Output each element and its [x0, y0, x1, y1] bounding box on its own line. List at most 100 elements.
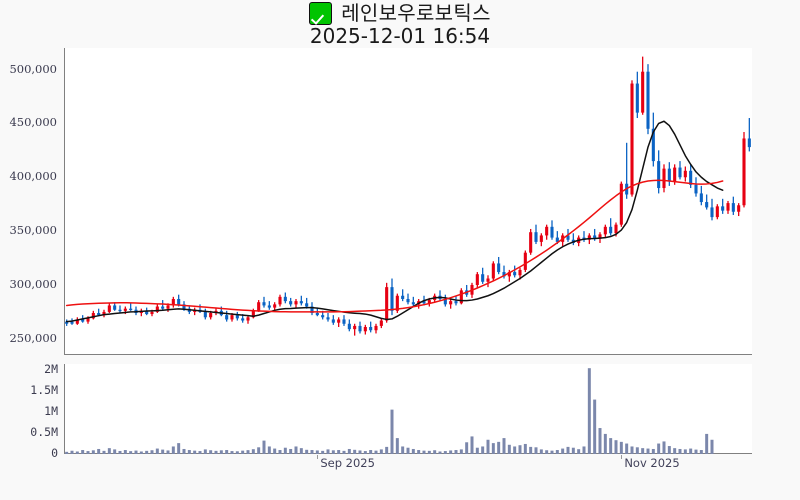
candlestick [91, 310, 95, 320]
volume-bar [155, 448, 159, 454]
candlestick [171, 296, 175, 308]
volume-bar [609, 438, 613, 454]
volume-bar [331, 450, 335, 454]
candlestick [737, 203, 741, 217]
candlestick [401, 289, 405, 302]
volume-bar [187, 450, 191, 454]
volume-bar [150, 450, 154, 454]
candlestick [161, 300, 165, 310]
volume-bar [273, 448, 277, 454]
volume-bar [347, 448, 351, 454]
candlestick [689, 164, 693, 189]
volume-bar [635, 447, 639, 454]
volume-bar [358, 450, 362, 454]
ma-line-ma-short [65, 120, 724, 323]
volume-bar [379, 449, 383, 454]
candlestick [353, 323, 357, 336]
candlestick [369, 321, 373, 333]
volume-bar [529, 446, 533, 454]
candlestick [331, 315, 335, 325]
volume-bar [209, 450, 213, 454]
volume-bar [129, 451, 133, 454]
volume-bar [251, 449, 255, 454]
volume-bar [699, 450, 703, 454]
candlestick [438, 290, 442, 302]
candlestick [657, 150, 661, 194]
volume-bar [598, 428, 602, 454]
candlestick [550, 220, 554, 240]
x-tick-mark [621, 455, 623, 459]
volume-bar [667, 446, 671, 454]
candlestick [118, 305, 122, 313]
volume-bar [241, 450, 245, 454]
volume-bar [219, 450, 223, 454]
volume-y-tick: 0.5M [30, 425, 58, 440]
volume-bar [459, 449, 463, 454]
volume-bar [363, 451, 367, 454]
volume-bar [550, 450, 554, 454]
volume-bar [102, 450, 106, 454]
candlestick [139, 308, 143, 317]
price-y-tick: 450,000 [9, 115, 57, 130]
x-axis-tick: Nov 2025 [624, 456, 680, 470]
candlestick [75, 317, 79, 325]
candlestick [497, 256, 501, 275]
price-y-tick: 250,000 [9, 330, 57, 345]
volume-bar [411, 448, 415, 454]
candlestick [294, 298, 298, 308]
candlestick [283, 292, 287, 304]
volume-y-tick: 1.5M [30, 383, 58, 398]
candlestick [289, 297, 293, 307]
volume-y-axis-line [64, 364, 66, 454]
volume-bar [491, 443, 495, 454]
volume-bar [315, 450, 319, 454]
volume-y-tick: 2M [44, 362, 58, 377]
candlestick [267, 301, 271, 310]
volume-bar [385, 446, 389, 454]
volume-bar [555, 450, 559, 454]
volume-bar [603, 433, 607, 454]
candlestick [449, 298, 453, 309]
volume-bar [161, 449, 165, 454]
volume-bar [299, 448, 303, 454]
volume-y-tick: 0 [51, 446, 58, 460]
volume-bar [81, 450, 85, 454]
candlestick [65, 319, 69, 326]
volume-bar [577, 449, 581, 454]
volume-bar [321, 450, 325, 454]
candlestick [731, 196, 735, 215]
candlestick [347, 319, 351, 332]
volume-bar [678, 448, 682, 454]
volume-bar [710, 439, 714, 454]
candlestick [667, 162, 671, 186]
candlestick [262, 296, 266, 308]
volume-bar [214, 450, 218, 454]
volume-bar [257, 447, 261, 454]
candlestick [710, 198, 714, 221]
candlestick [385, 282, 389, 323]
volume-bar [593, 399, 597, 454]
volume-bar [145, 450, 149, 454]
candlestick [273, 302, 277, 311]
volume-bar [374, 450, 378, 454]
candlestick [337, 317, 341, 327]
x-tick-mark [317, 455, 319, 459]
candlestick [678, 161, 682, 180]
candlestick [694, 177, 698, 197]
candlestick [102, 309, 106, 318]
volume-bar [502, 438, 506, 454]
volume-bar [427, 450, 431, 454]
volume-bar [262, 440, 266, 454]
volume-bar [475, 447, 479, 454]
volume-bar [395, 438, 399, 454]
candlestick [379, 318, 383, 329]
candlestick [545, 224, 549, 240]
candlestick [465, 284, 469, 297]
candlestick [507, 269, 511, 282]
candlestick [134, 306, 138, 316]
candlestick [747, 118, 751, 152]
candlestick [571, 233, 575, 246]
candlestick [513, 265, 517, 278]
volume-bar [614, 440, 618, 454]
